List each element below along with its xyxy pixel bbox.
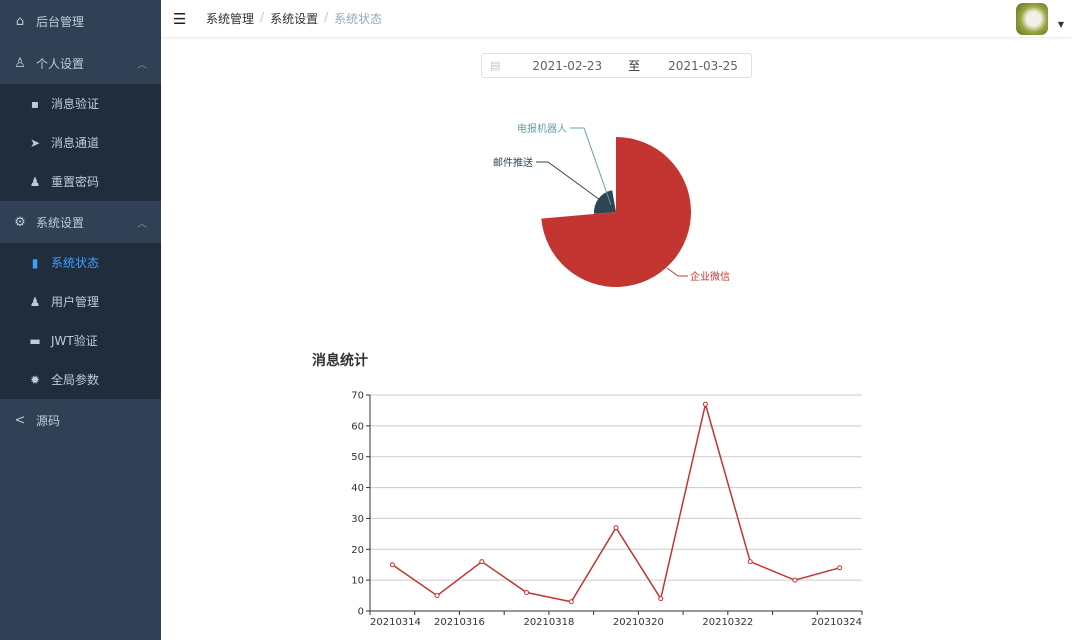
sidebar-subitem-label: 消息通道 <box>51 136 100 150</box>
sidebar-item-label: 后台管理 <box>36 14 85 29</box>
data-point <box>434 593 440 599</box>
sidebar-subitem-label: 用户管理 <box>51 295 100 309</box>
pie-label: 邮件推送 <box>493 156 533 169</box>
sidebar-subitem-1-0[interactable]: ▪ 消息验证 <box>0 84 161 123</box>
menu-toggle-icon[interactable]: ☰ <box>173 9 187 28</box>
sidebar-item-0[interactable]: ⌂ 后台管理 <box>0 0 161 42</box>
range-separator: 至 <box>628 59 641 73</box>
x-tick-label: 20210314 <box>370 617 421 628</box>
breadcrumb-current: 系统状态 <box>334 12 383 26</box>
header: ☰ 系统管理 / 系统设置 / 系统状态 ▼ <box>161 0 1072 38</box>
user-icon: ♟ <box>29 294 41 309</box>
user-icon: ♟ <box>29 174 41 189</box>
y-tick-label: 30 <box>351 514 364 525</box>
sidebar-subitem-label: 系统状态 <box>51 256 100 270</box>
end-date-input[interactable]: 2021-03-25 <box>668 58 738 73</box>
breadcrumb: 系统管理 / 系统设置 / 系统状态 <box>206 10 382 27</box>
breadcrumb-separator: / <box>260 10 265 24</box>
user-outline-icon: ♙ <box>14 55 26 71</box>
data-point <box>479 559 485 565</box>
sidebar-item-label: 个人设置 <box>36 56 85 71</box>
sidebar-subitem-label: 消息验证 <box>51 97 100 111</box>
send-icon: ➤ <box>29 135 41 150</box>
x-tick-label: 20210320 <box>613 617 664 628</box>
data-point <box>837 565 843 571</box>
gear-outline-icon: ⚙ <box>14 214 26 230</box>
sidebar-subitem-2-2[interactable]: ▬ JWT验证 <box>0 321 161 360</box>
gear-icon: ✹ <box>29 372 41 387</box>
sidebar-subitem-1-2[interactable]: ♟ 重置密码 <box>0 162 161 201</box>
y-tick-label: 10 <box>351 576 364 587</box>
chevron-up-icon: ︿ <box>137 218 147 230</box>
pie-slice <box>593 190 616 214</box>
breadcrumb-item[interactable]: 系统管理 <box>206 12 255 26</box>
sidebar-subitem-label: 全局参数 <box>51 373 100 387</box>
data-point <box>747 559 753 565</box>
y-tick-label: 70 <box>351 391 364 402</box>
submenu: ▪ 消息验证 ➤ 消息通道 ♟ 重置密码 <box>0 84 161 201</box>
calendar-icon: ▤ <box>490 59 501 72</box>
x-tick-label: 20210322 <box>702 617 753 628</box>
series-line <box>391 404 840 603</box>
sidebar-subitem-2-1[interactable]: ♟ 用户管理 <box>0 282 161 321</box>
y-tick-label: 40 <box>351 483 364 494</box>
x-tick-label: 20210318 <box>523 617 574 628</box>
submenu: ▮ 系统状态 ♟ 用户管理 ▬ JWT验证 ✹ 全局参数 <box>0 243 161 399</box>
x-tick-label: 20210324 <box>811 617 862 628</box>
data-point <box>613 525 619 531</box>
sidebar-subitem-label: 重置密码 <box>51 175 100 189</box>
chevron-up-icon: ︿ <box>137 59 147 71</box>
y-tick-label: 60 <box>351 421 364 432</box>
pie-label-line <box>666 267 688 277</box>
data-point <box>568 599 574 605</box>
data-point <box>702 401 708 407</box>
chart-title: 消息统计 <box>312 353 368 369</box>
home-icon: ⌂ <box>15 13 25 29</box>
y-tick-label: 50 <box>351 452 364 463</box>
breadcrumb-separator: / <box>324 10 329 24</box>
pie-chart: 企业微信 邮件推送 电报机器人 <box>493 122 730 287</box>
caret-down-icon[interactable]: ▼ <box>1057 20 1064 29</box>
sidebar-subitem-2-0[interactable]: ▮ 系统状态 <box>0 243 161 282</box>
data-point <box>389 562 395 568</box>
line-chart: 0 10 20 30 40 50 60 70 20210314 20210316 20210318 2… <box>351 391 863 628</box>
sidebar-subitem-label: JWT验证 <box>51 334 98 348</box>
sidebar: ⌂ 后台管理 ♙ 个人设置 ︿ ▪ 消息验证 ➤ 消息通道 ♟ 重置密码 ⚙ 系统设置 ︿ ▮ 系统状态 ♟ 用户… <box>0 0 161 640</box>
y-tick-label: 20 <box>351 545 364 556</box>
sidebar-item-2[interactable]: ⚙ 系统设置 ︿ <box>0 201 161 243</box>
y-tick-label: 0 <box>358 607 364 618</box>
avatar[interactable] <box>1016 3 1048 35</box>
x-tick-label: 20210316 <box>434 617 485 628</box>
pie-label-line <box>536 161 608 206</box>
pie-slice <box>541 137 691 287</box>
message-icon: ▪ <box>30 96 40 111</box>
data-point <box>792 577 798 583</box>
sidebar-item-label: 系统设置 <box>36 215 85 230</box>
date-range-picker[interactable]: ▤ 2021-02-23 至 2021-03-25 <box>481 53 752 78</box>
data-point <box>658 596 664 602</box>
monitor-icon: ▬ <box>29 333 41 348</box>
sidebar-item-1[interactable]: ♙ 个人设置 ︿ <box>0 42 161 84</box>
pie-label: 电报机器人 <box>517 122 567 135</box>
pie-label-line <box>570 127 612 206</box>
start-date-input[interactable]: 2021-02-23 <box>532 58 603 73</box>
sidebar-item-3[interactable]: < 源码 <box>0 399 161 441</box>
sidebar-subitem-1-1[interactable]: ➤ 消息通道 <box>0 123 161 162</box>
sidebar-item-label: 源码 <box>36 413 61 428</box>
sidebar-subitem-2-3[interactable]: ✹ 全局参数 <box>0 360 161 399</box>
bar-chart-icon: ▮ <box>31 255 39 270</box>
share-icon: < <box>14 412 26 428</box>
breadcrumb-item[interactable]: 系统设置 <box>270 12 319 26</box>
pie-label: 企业微信 <box>690 270 730 283</box>
data-point <box>524 589 530 595</box>
